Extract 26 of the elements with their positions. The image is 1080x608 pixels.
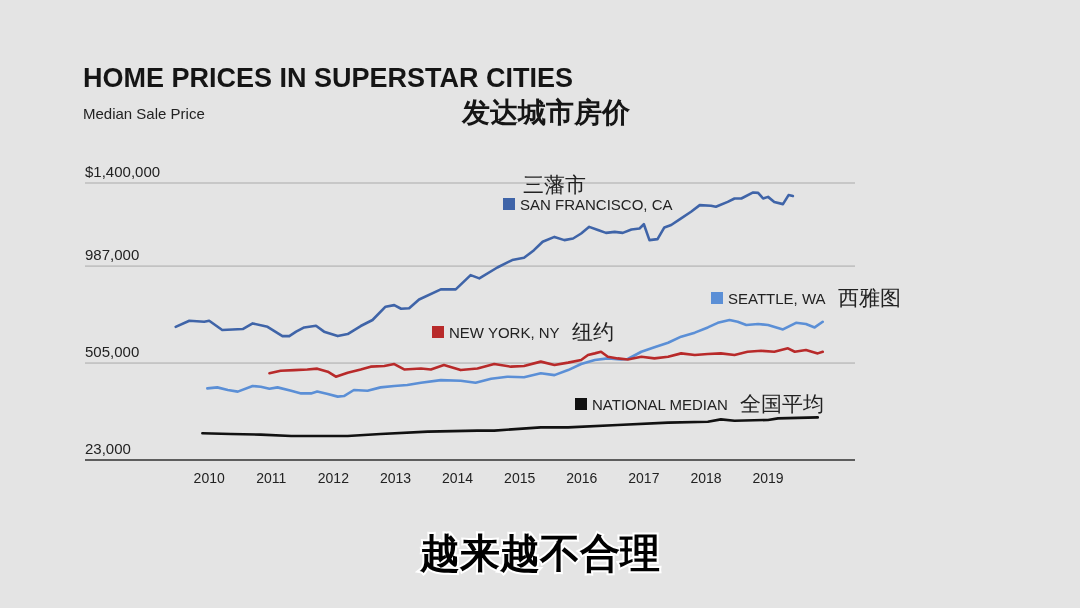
- legend-label: SEATTLE, WA: [728, 290, 826, 307]
- y-tick-label: 505,000: [85, 343, 140, 361]
- x-tick-label: 2010: [193, 470, 225, 486]
- y-tick-label: $1,400,000: [85, 163, 161, 180]
- chart-title: HOME PRICES IN SUPERSTAR CITIES: [83, 63, 574, 93]
- chart-subtitle: 发达城市房价: [461, 97, 631, 128]
- annotation: 全国平均: [739, 392, 824, 415]
- text: 越来越不合理: [419, 531, 660, 575]
- annotation: 三藩市: [523, 173, 586, 196]
- x-tick-label: 2015: [504, 470, 536, 486]
- x-tick-label: 2012: [317, 470, 350, 486]
- legend-label: NEW YORK, NY: [449, 324, 560, 341]
- x-tick-label: 2014: [442, 470, 474, 486]
- y-tick-label: 23,000: [85, 440, 131, 457]
- x-tick-label: 2017: [628, 470, 660, 486]
- x-tick-label: 2018: [690, 470, 722, 486]
- x-tick-label: 2011: [256, 470, 287, 486]
- annotation: 纽约: [571, 320, 614, 343]
- x-tick-label: 2016: [566, 470, 598, 486]
- y-tick-label: 987,000: [85, 246, 140, 264]
- x-tick-label: 2013: [379, 470, 412, 486]
- legend-label: NATIONAL MEDIAN: [592, 396, 728, 413]
- x-tick-label: 2019: [752, 470, 784, 486]
- annotation: 西雅图: [837, 286, 901, 309]
- y-axis-title: Median Sale Price: [83, 105, 205, 122]
- legend-label: SAN FRANCISCO, CA: [520, 196, 673, 213]
